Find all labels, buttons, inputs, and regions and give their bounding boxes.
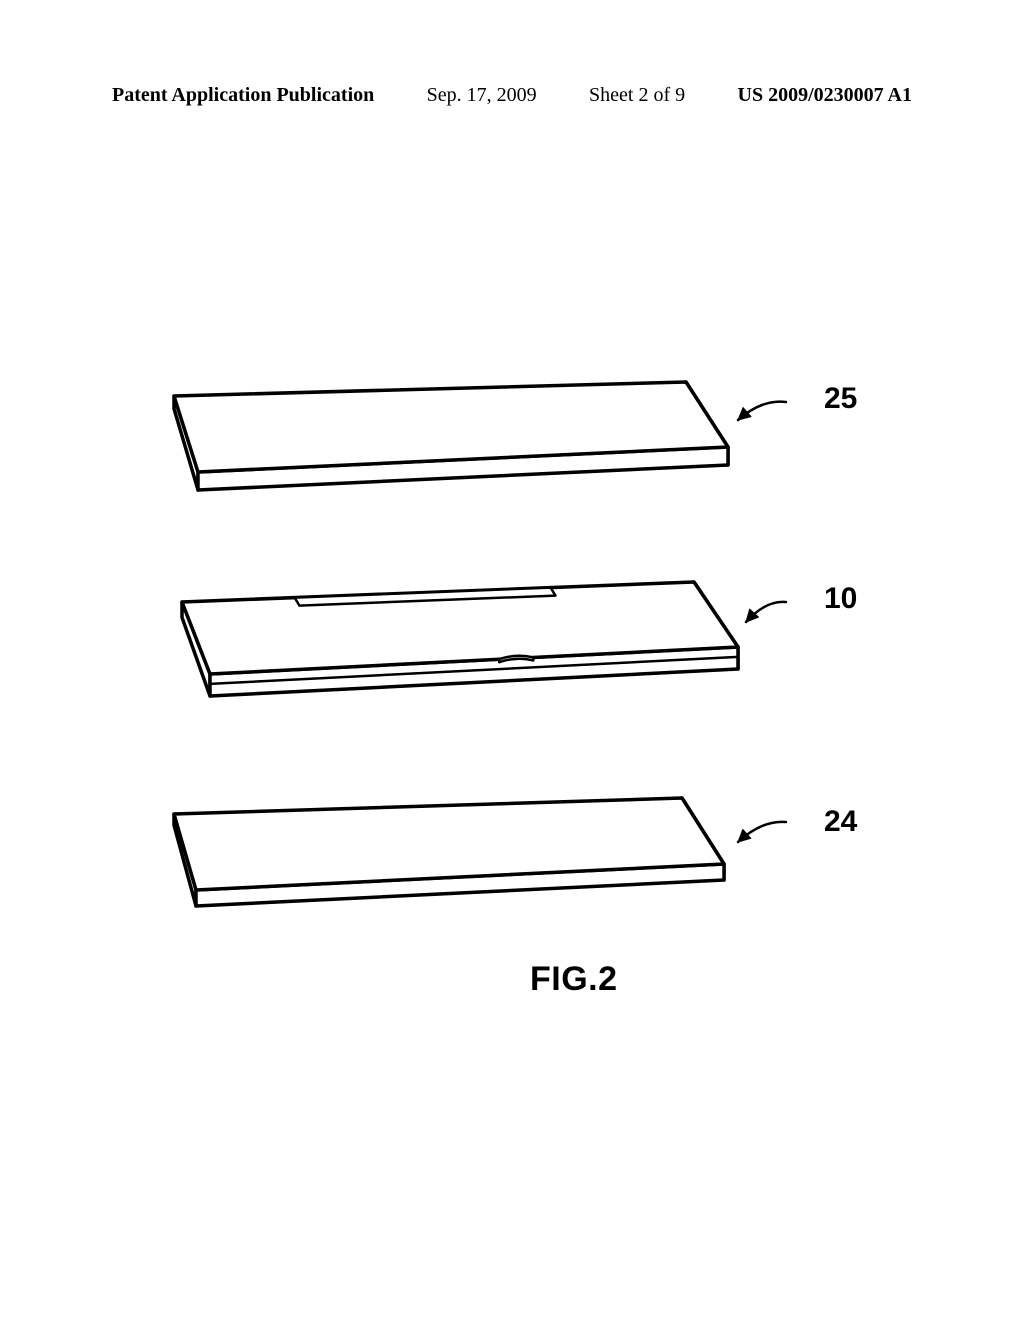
callout-label: 25	[824, 382, 857, 416]
callout-label: 10	[824, 582, 857, 616]
callout-label: 24	[824, 805, 857, 839]
figure: 25 10 24 FIG.2	[0, 0, 1024, 1320]
figure-caption: FIG.2	[530, 960, 618, 999]
page: Patent Application Publication Sep. 17, …	[0, 0, 1024, 1320]
figure-svg	[0, 0, 1024, 1320]
